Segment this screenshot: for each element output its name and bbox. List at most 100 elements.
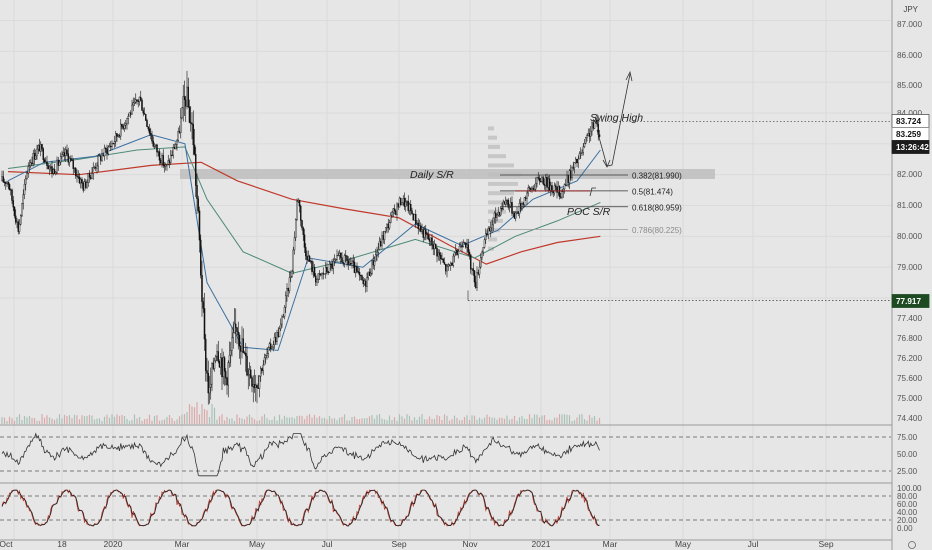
candle-body bbox=[487, 228, 490, 235]
candle-body bbox=[204, 338, 207, 371]
candle-body bbox=[455, 249, 457, 253]
candle-body bbox=[381, 235, 383, 246]
candle-body bbox=[298, 200, 301, 207]
candle-body bbox=[251, 377, 253, 387]
candle-body bbox=[188, 106, 191, 123]
candle-body bbox=[66, 149, 68, 154]
stoch-d-line[interactable] bbox=[1, 489, 600, 527]
candle-body bbox=[211, 362, 213, 385]
volume-bar bbox=[276, 420, 278, 424]
candle-body bbox=[448, 264, 451, 266]
candle-body bbox=[415, 214, 417, 225]
candle-body bbox=[213, 360, 216, 369]
candle-body bbox=[557, 186, 560, 193]
time-tick-label: Sep bbox=[818, 539, 833, 549]
fib-level-label: 0.786(80.225) bbox=[632, 226, 682, 235]
volume-bar bbox=[563, 414, 566, 424]
volume-bar bbox=[141, 420, 143, 424]
fib-level-label: 0.5(81.474) bbox=[632, 187, 673, 196]
candle-body bbox=[373, 260, 376, 266]
candle-body bbox=[275, 337, 277, 343]
candle-body bbox=[219, 357, 222, 368]
candle-body bbox=[323, 273, 326, 275]
candle-body bbox=[567, 174, 570, 183]
candle-body bbox=[64, 149, 67, 157]
time-tick-label: Sep bbox=[391, 539, 406, 549]
volume-bar bbox=[383, 419, 386, 424]
candle-body bbox=[76, 175, 78, 177]
volume-bar bbox=[576, 417, 578, 424]
candle-body bbox=[6, 181, 8, 184]
price-tick-label: 80.000 bbox=[897, 232, 922, 241]
candle-body bbox=[86, 182, 88, 188]
volume-bar bbox=[178, 416, 181, 424]
candle-body bbox=[466, 244, 468, 248]
volume-bar bbox=[26, 417, 28, 424]
candle-body bbox=[27, 166, 30, 174]
volume-bar bbox=[411, 420, 413, 424]
candle-body bbox=[38, 145, 41, 152]
candle-body bbox=[325, 267, 327, 274]
candle-body bbox=[178, 131, 181, 133]
candle-body bbox=[416, 222, 418, 225]
price-tick-label: 86.000 bbox=[897, 51, 922, 60]
candle-body bbox=[472, 268, 475, 271]
candle-body bbox=[330, 263, 332, 266]
volume-bar bbox=[181, 414, 183, 424]
candle-body bbox=[271, 346, 273, 350]
volume-bar bbox=[63, 414, 66, 424]
candle-body bbox=[335, 259, 337, 261]
candle-body bbox=[111, 143, 113, 147]
candle-body bbox=[247, 374, 249, 376]
curved-arrow-icon bbox=[589, 187, 596, 197]
candle-body bbox=[291, 271, 293, 277]
candle-body bbox=[60, 156, 62, 163]
candle-body bbox=[192, 124, 194, 146]
price-axis[interactable] bbox=[892, 0, 932, 550]
projection-path[interactable] bbox=[596, 73, 631, 167]
candle-body bbox=[437, 252, 440, 257]
volume-bar bbox=[351, 417, 353, 424]
candle-body bbox=[227, 362, 229, 386]
stoch-tick-label: 100.00 bbox=[897, 484, 922, 493]
candle-body bbox=[446, 266, 448, 272]
candle-body bbox=[101, 154, 103, 161]
volume-bar bbox=[428, 416, 431, 424]
candle-body bbox=[376, 252, 378, 255]
volume-bar bbox=[458, 420, 461, 424]
candle-body bbox=[134, 99, 137, 103]
candle-body bbox=[122, 126, 124, 129]
stoch-tick-label: 20.00 bbox=[897, 516, 918, 525]
candle-body bbox=[128, 112, 131, 117]
volume-bar bbox=[473, 415, 476, 424]
volume-bar bbox=[93, 419, 96, 424]
candle-body bbox=[280, 323, 282, 329]
candle-body bbox=[167, 160, 169, 165]
candle-body bbox=[411, 210, 413, 215]
volume-bar bbox=[386, 420, 388, 424]
candle-body bbox=[129, 112, 132, 115]
candle-body bbox=[420, 225, 422, 232]
volume-bar bbox=[236, 414, 238, 424]
candle-body bbox=[332, 260, 335, 269]
candle-body bbox=[461, 246, 463, 248]
moving-average-long-line[interactable] bbox=[7, 161, 601, 265]
volume-bar bbox=[61, 418, 63, 424]
clock-icon[interactable] bbox=[908, 541, 916, 549]
time-tick-label: Mar bbox=[603, 539, 618, 549]
volume-bar bbox=[71, 418, 73, 424]
candle-body bbox=[267, 347, 270, 354]
volume-bar bbox=[561, 414, 563, 424]
volume-bar bbox=[401, 416, 403, 424]
volume-bar bbox=[553, 417, 556, 424]
last-price-badge-text: 83.259 bbox=[896, 130, 921, 139]
rsi-line[interactable] bbox=[1, 432, 600, 477]
volume-bar bbox=[393, 417, 396, 424]
candle-body bbox=[4, 182, 7, 184]
volume-bar bbox=[11, 418, 13, 424]
candlestick-series[interactable] bbox=[1, 70, 601, 405]
candle-body bbox=[361, 275, 363, 281]
volume-bar bbox=[426, 419, 428, 424]
candle-body bbox=[311, 260, 313, 272]
